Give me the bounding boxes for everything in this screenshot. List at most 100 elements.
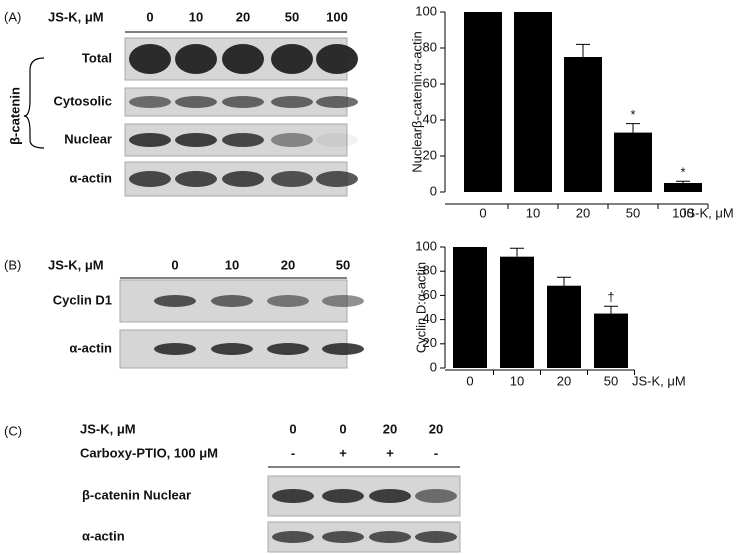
y-tick-label: 0 [430, 359, 437, 374]
blot-band [222, 171, 264, 187]
y-tick-label: 60 [423, 75, 437, 90]
y-tick-label: 40 [423, 111, 437, 126]
y-tick-label: 0 [430, 183, 437, 198]
x-tick-label: 20 [576, 205, 590, 220]
blot-band [267, 343, 309, 355]
y-tick-label: 100 [415, 3, 437, 18]
blot-band [316, 44, 358, 74]
blot-band [129, 96, 171, 108]
lane-label: + [339, 445, 347, 460]
significance-marker: * [680, 165, 685, 180]
blot-band [129, 44, 171, 74]
bar [514, 12, 552, 192]
lane-label: 0 [171, 257, 178, 272]
blot-band [222, 133, 264, 147]
bar [664, 183, 702, 192]
row-label: α-actin [82, 528, 125, 543]
row-label: β-catenin Nuclear [82, 487, 191, 502]
blot-band [322, 531, 364, 543]
blot-band [211, 343, 253, 355]
group-label: β-catenin [7, 87, 22, 145]
y-axis-label: Cyclin D:α-actin [413, 262, 428, 353]
lane-label: 20 [429, 421, 443, 436]
x-tick-label: 10 [526, 205, 540, 220]
lane-label: 50 [336, 257, 350, 272]
lane-label: + [386, 445, 394, 460]
blot-band [322, 343, 364, 355]
row-label: Nuclear [64, 131, 112, 146]
y-tick-label: 100 [415, 238, 437, 253]
bar [614, 132, 652, 192]
lane-label: 0 [339, 421, 346, 436]
row-label: Total [82, 50, 112, 65]
bar [500, 256, 534, 368]
panel-label: (A) [4, 9, 21, 24]
y-tick-label: 80 [423, 39, 437, 54]
x-tick-label: 10 [510, 373, 524, 388]
x-tick-label: 50 [604, 373, 618, 388]
y-tick-label: 20 [423, 147, 437, 162]
x-tick-label: 0 [479, 205, 486, 220]
row-label: Cytosolic [53, 93, 112, 108]
lane-label: 20 [383, 421, 397, 436]
panel-label: (B) [4, 257, 21, 272]
blot-band [129, 171, 171, 187]
lane-label: 10 [225, 257, 239, 272]
y-tick-label: 60 [423, 287, 437, 302]
row-label: α-actin [69, 170, 112, 185]
blot-band [267, 295, 309, 307]
error-bar [510, 247, 524, 257]
bracket [23, 57, 45, 149]
blot-band [322, 489, 364, 503]
lane-label: 20 [281, 257, 295, 272]
blot-band [154, 295, 196, 307]
blot-band [175, 96, 217, 108]
lane-label: 20 [236, 9, 250, 24]
significance-marker: † [607, 290, 614, 305]
blot-band [272, 531, 314, 543]
x-axis-label: JS-K, μM [632, 373, 686, 388]
error-bar [626, 123, 640, 133]
x-axis-label: JS-K, μM [680, 205, 734, 220]
blot-band [271, 171, 313, 187]
blot-band [369, 531, 411, 543]
blot-band [175, 44, 217, 74]
blot-band [222, 44, 264, 74]
error-bar [676, 180, 690, 183]
blot-band [129, 133, 171, 147]
blot-band [271, 133, 313, 147]
lane-label: 100 [326, 9, 348, 24]
bar [453, 247, 487, 368]
blot-band [316, 133, 358, 147]
x-tick-label: 0 [466, 373, 473, 388]
blot-header: JS-K, μM [48, 257, 104, 272]
blot-band [222, 96, 264, 108]
bar [464, 12, 502, 192]
error-bar [557, 276, 571, 286]
blot-band [271, 96, 313, 108]
significance-marker: * [630, 107, 635, 122]
blot-band [175, 133, 217, 147]
lane-label: 10 [189, 9, 203, 24]
blot-band [175, 171, 217, 187]
blot-band [211, 295, 253, 307]
bar [547, 285, 581, 368]
x-tick-label: 50 [626, 205, 640, 220]
panel-label: (C) [4, 423, 22, 438]
lane-label: 0 [289, 421, 296, 436]
blot-header: JS-K, μM [48, 9, 104, 24]
treatment-label: Carboxy-PTIO, 100 μM [80, 445, 218, 460]
blot-band [415, 489, 457, 503]
blot-band [316, 171, 358, 187]
blot-band [316, 96, 358, 108]
error-bar [576, 43, 590, 57]
y-tick-label: 40 [423, 311, 437, 326]
blot-band [154, 343, 196, 355]
lane-label: 50 [285, 9, 299, 24]
blot-band [415, 531, 457, 543]
x-tick-label: 100 [672, 205, 694, 220]
row-label: Cyclin D1 [53, 292, 112, 307]
bar [564, 57, 602, 192]
blot-band [272, 489, 314, 503]
